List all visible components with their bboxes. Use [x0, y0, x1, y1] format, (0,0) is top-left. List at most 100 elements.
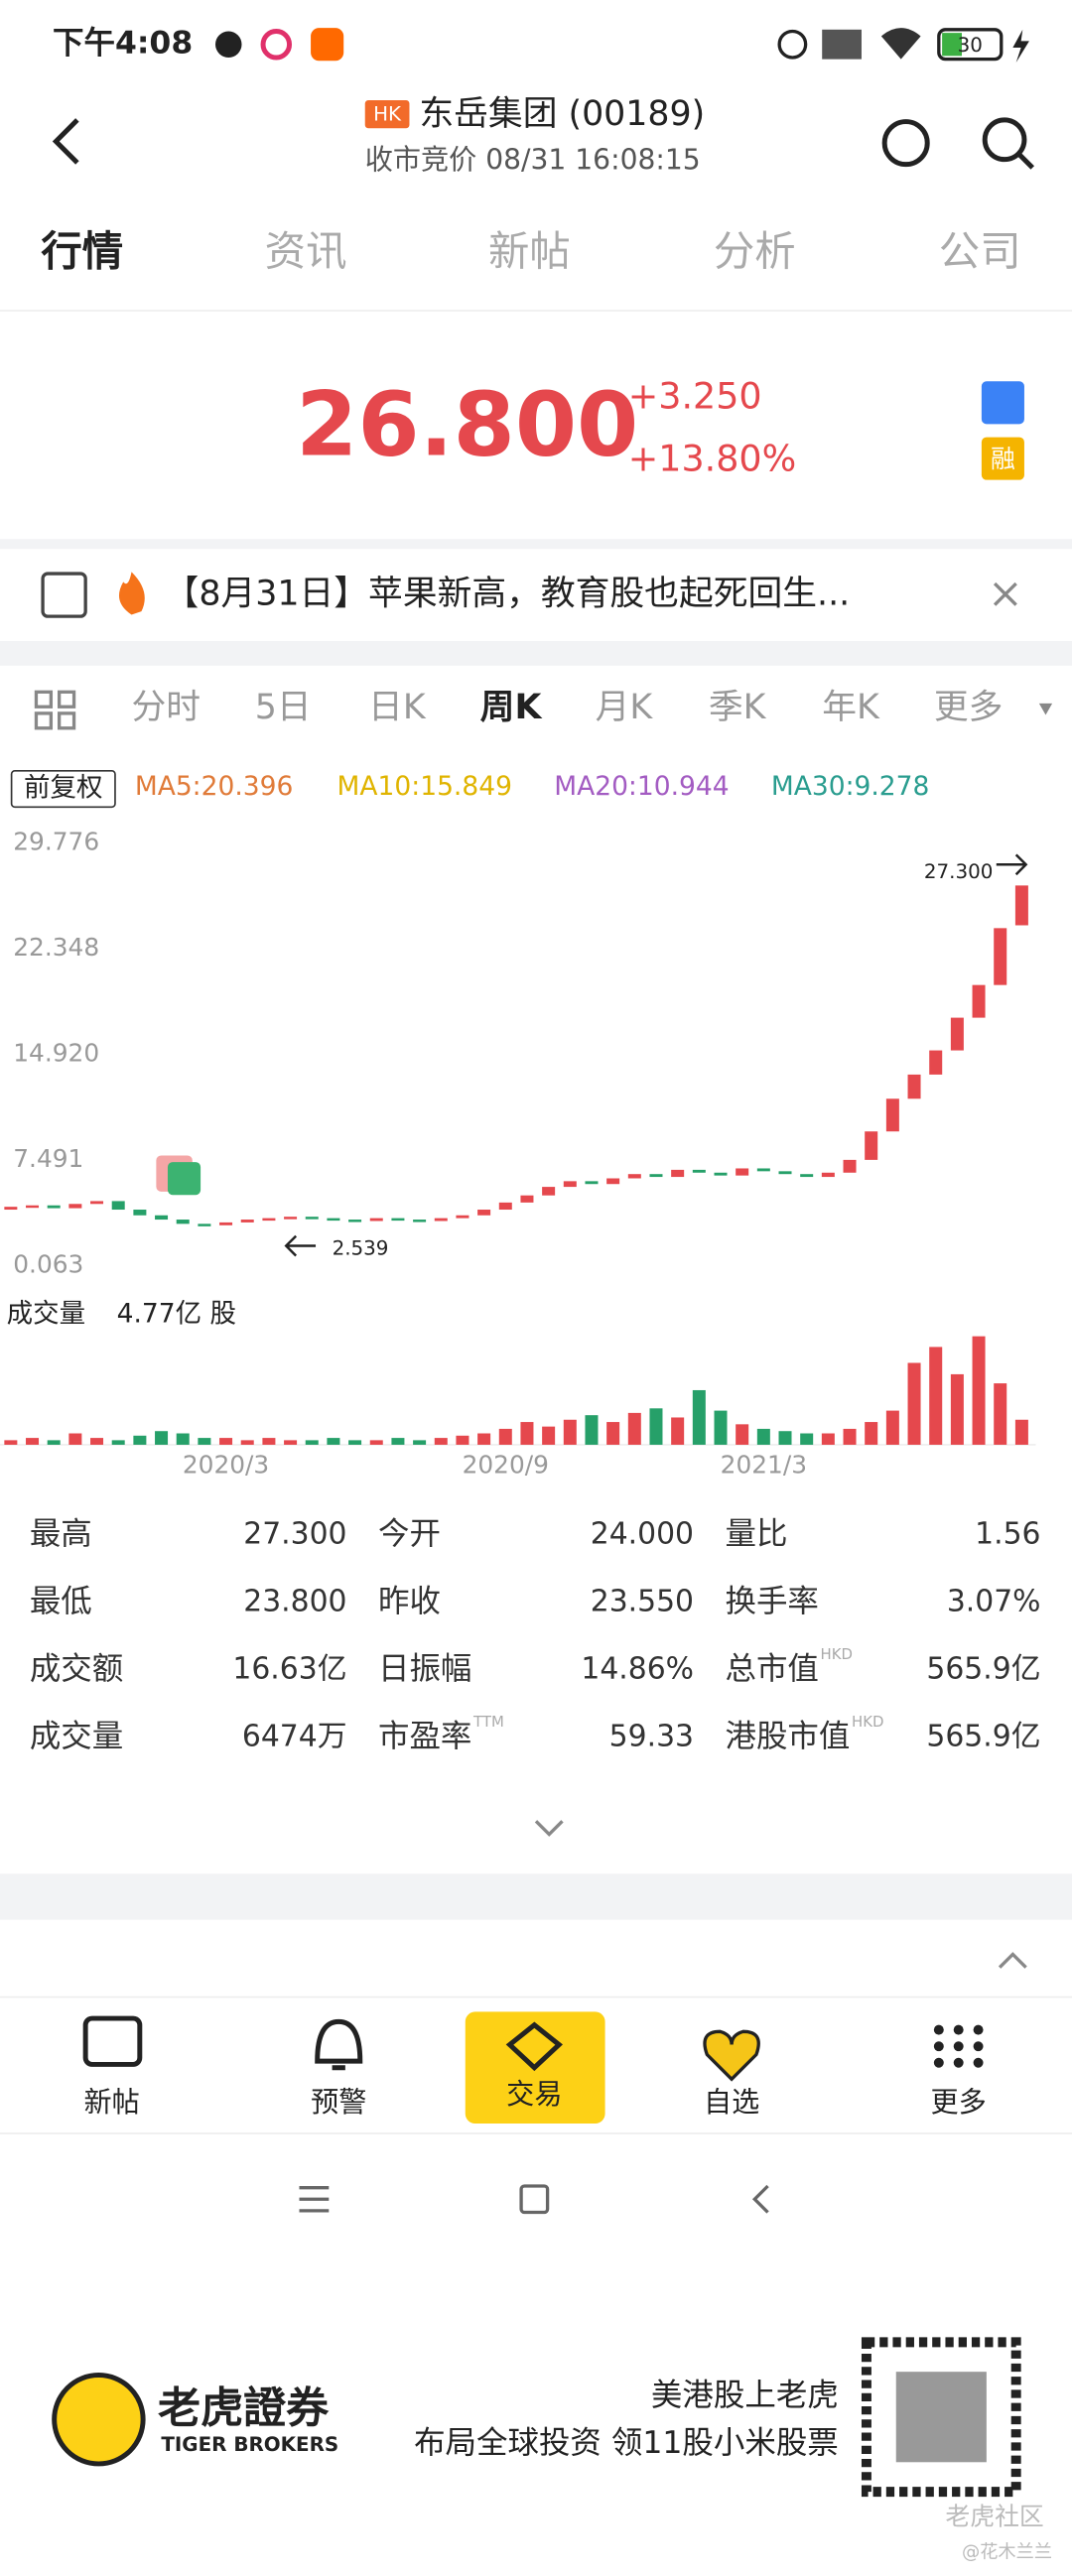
volume-bar: [585, 1415, 599, 1445]
tiger-logo: [52, 2373, 146, 2467]
stat-value: 565.9亿: [926, 1651, 1040, 1686]
volume-bar: [907, 1362, 921, 1445]
candle: [155, 1215, 169, 1221]
time: 下午4:08: [53, 26, 193, 62]
adjust-label: 前复权: [24, 773, 102, 804]
candle: [821, 1172, 835, 1178]
volume-bar: [972, 1336, 986, 1445]
candle: [606, 1178, 620, 1185]
level2-badge[interactable]: [981, 381, 1024, 425]
stock-subtitle: 收市竞价 08/31 16:08:15: [365, 143, 701, 176]
dropdown-arrow[interactable]: [1038, 703, 1053, 715]
candle: [692, 1169, 706, 1173]
volume-bar: [348, 1440, 362, 1445]
tab[interactable]: 资讯: [265, 228, 347, 276]
brand-en: TIGER BROKERS: [161, 2433, 338, 2456]
menu-key[interactable]: [299, 2186, 330, 2213]
trade-icon: [505, 2021, 563, 2072]
volume-bar: [413, 1440, 427, 1445]
high-annotation: 27.300: [924, 860, 994, 883]
candle: [413, 1220, 427, 1223]
volume-bar: [68, 1433, 82, 1445]
kline-tab[interactable]: 季K: [709, 688, 767, 727]
back-button[interactable]: [52, 118, 79, 165]
y-tick-label: 0.063: [13, 1249, 83, 1278]
stat-value: 1.56: [975, 1517, 1040, 1552]
event-marker[interactable]: [167, 1162, 201, 1196]
candle: [972, 984, 986, 1018]
volume-bar: [994, 1383, 1007, 1445]
stat-value: 565.9亿: [926, 1719, 1040, 1753]
candle: [47, 1205, 61, 1209]
battery-level: [942, 33, 963, 57]
search-handle: [1017, 152, 1034, 170]
candle: [498, 1202, 512, 1211]
nav-label[interactable]: 自选: [704, 2086, 759, 2119]
candle: [434, 1218, 448, 1222]
volume-bar: [327, 1438, 340, 1445]
layout-icon[interactable]: [34, 690, 76, 730]
y-tick-label: 14.920: [13, 1039, 99, 1068]
tab[interactable]: 行情: [41, 228, 123, 276]
news-close[interactable]: [993, 581, 1017, 606]
stat-value: 3.07%: [947, 1584, 1041, 1618]
candle: [111, 1201, 125, 1211]
post-icon: [82, 2015, 143, 2067]
tab[interactable]: 新帖: [488, 228, 571, 276]
volume-bar: [284, 1440, 298, 1445]
ma-legend: MA10:15.849: [337, 771, 512, 802]
brand: 老虎證券: [158, 2383, 330, 2433]
adjust-box[interactable]: [10, 770, 116, 809]
kline-tab[interactable]: 更多: [934, 688, 1004, 727]
nav-label[interactable]: 预警: [311, 2086, 366, 2119]
collapse-button[interactable]: [998, 1952, 1027, 1969]
y-tick-label: 22.348: [13, 933, 99, 962]
candle: [4, 1207, 18, 1211]
stat-sup: HKD: [821, 1645, 853, 1663]
refresh-button[interactable]: [881, 119, 930, 168]
watchlist-icon: [703, 2029, 760, 2082]
kline-tab[interactable]: 5日: [255, 688, 312, 727]
stat-label: 量比: [725, 1516, 787, 1552]
kline-tab[interactable]: 日K: [368, 688, 427, 727]
candle: [563, 1181, 577, 1188]
nav-label[interactable]: 交易: [506, 2078, 562, 2111]
financing-badge[interactable]: [981, 437, 1024, 480]
qr-code-inner: [895, 2372, 987, 2463]
ma-legend: MA30:9.278: [771, 771, 930, 802]
candle: [542, 1187, 556, 1196]
news-text[interactable]: 【8月31日】苹果新高，教育股也起死回生...: [165, 575, 851, 614]
mi-icon: [311, 28, 344, 62]
tab[interactable]: 分析: [714, 228, 796, 276]
volume-bar: [800, 1433, 814, 1445]
volume-bar: [369, 1440, 383, 1445]
kline-tab[interactable]: 分时: [132, 688, 201, 727]
kline-tab[interactable]: 月K: [596, 688, 654, 727]
search-button[interactable]: [982, 117, 1027, 163]
volume-bar: [885, 1410, 899, 1445]
home-key[interactable]: [519, 2184, 550, 2215]
ad-line2: 布局全球投资 领11股小米股票: [414, 2425, 839, 2461]
x-tick-label: 2020/3: [183, 1451, 269, 1480]
kline-tab[interactable]: 周K: [480, 688, 543, 727]
stat-label: 换手率: [725, 1584, 818, 1619]
kline-tab[interactable]: 年K: [822, 688, 880, 727]
candle: [843, 1159, 857, 1173]
back-key[interactable]: [751, 2184, 769, 2214]
battery: [937, 28, 1004, 62]
tab[interactable]: 公司: [939, 228, 1021, 276]
nav-label[interactable]: 新帖: [84, 2086, 140, 2119]
stat-value: 23.800: [243, 1584, 346, 1618]
volume-bar: [90, 1438, 104, 1445]
candle: [240, 1220, 254, 1223]
candle: [456, 1215, 469, 1219]
candle: [950, 1017, 964, 1051]
stat-value: 6474万: [242, 1719, 347, 1753]
stat-label: 市盈率: [378, 1719, 471, 1754]
candle: [327, 1218, 340, 1222]
nav-label[interactable]: 更多: [931, 2086, 987, 2119]
stat-label: 最低: [30, 1584, 92, 1619]
volume-bar: [305, 1440, 319, 1445]
candle: [219, 1222, 233, 1225]
expand-button[interactable]: [534, 1820, 564, 1837]
